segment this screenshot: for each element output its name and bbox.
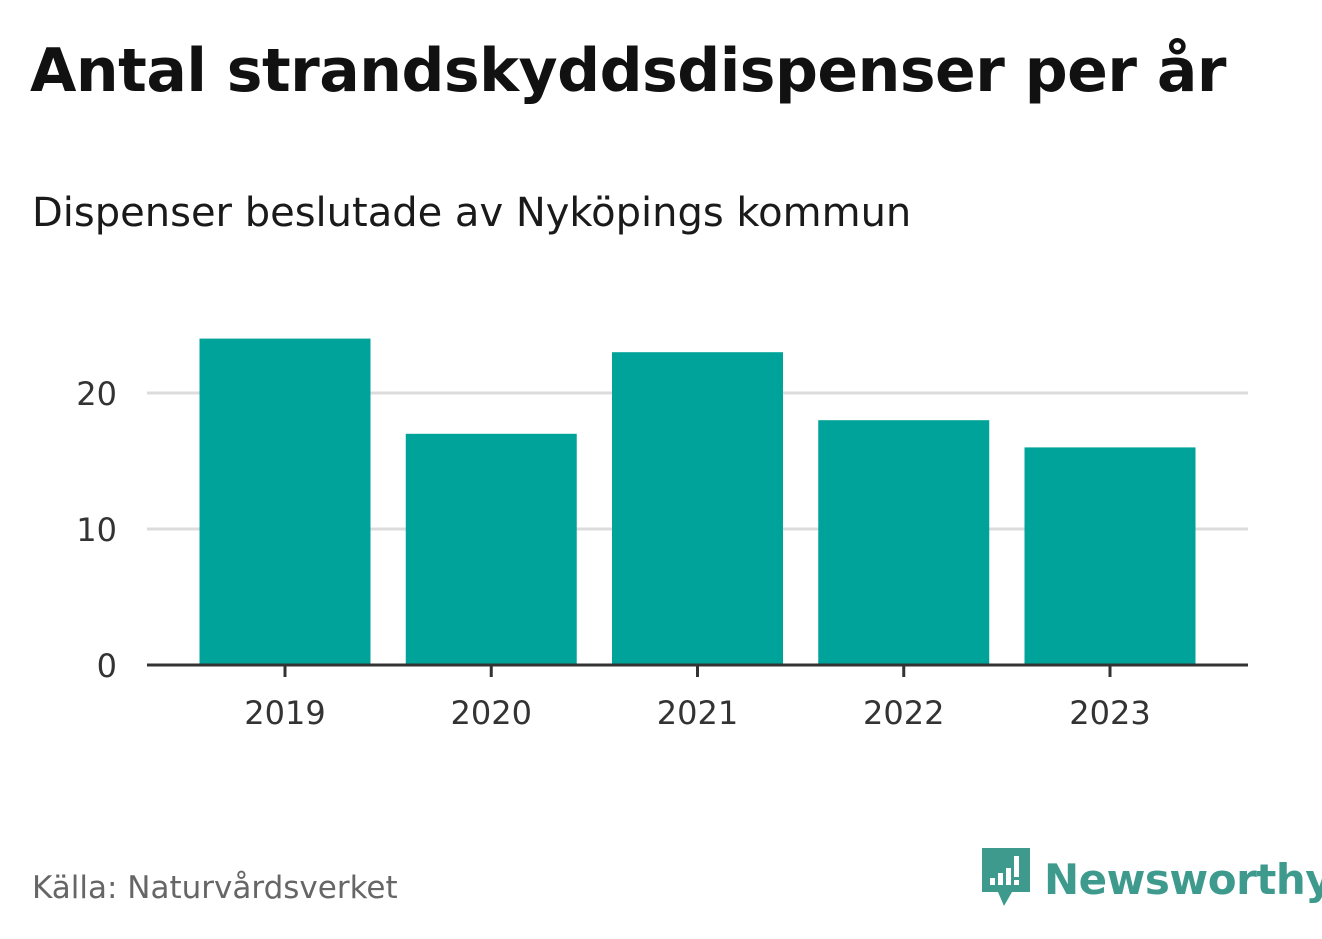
brand-name: Newsworthy	[1044, 854, 1322, 904]
x-axis-ticks: 2019 2020 2021 2022 2023	[244, 665, 1151, 732]
bar-2020	[405, 433, 577, 665]
y-tick-label: 10	[76, 511, 117, 549]
chart-subtitle: Dispenser beslutade av Nyköpings kommun	[32, 190, 912, 236]
y-axis-ticks: 0 10 20	[76, 375, 117, 685]
brand: Newsworthy	[982, 848, 1322, 910]
x-tick-label: 2021	[657, 694, 738, 732]
chart-title: Antal strandskyddsdispenser per år	[30, 36, 1226, 106]
bar-2022	[818, 420, 990, 665]
y-tick-label: 0	[97, 647, 117, 685]
source-note: Källa: Naturvårdsverket	[32, 870, 398, 906]
x-tick-label: 2020	[451, 694, 532, 732]
bar-2023	[1024, 447, 1196, 665]
newsworthy-logo-icon	[982, 848, 1030, 906]
bar-2021	[612, 352, 783, 665]
x-tick-label: 2023	[1069, 694, 1150, 732]
bars	[199, 338, 1196, 665]
x-tick-label: 2022	[863, 694, 944, 732]
y-tick-label: 20	[76, 375, 117, 413]
bar-2019	[199, 338, 371, 665]
x-tick-label: 2019	[244, 694, 325, 732]
